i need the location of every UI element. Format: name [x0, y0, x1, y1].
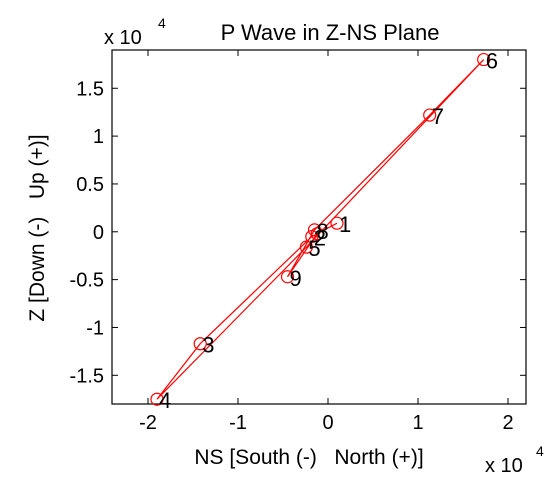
y-tick-label: 0.5 [76, 174, 104, 196]
chart-title: P Wave in Z-NS Plane [221, 20, 440, 45]
x-tick-label: 1 [412, 412, 423, 434]
data-point-marker [330, 216, 344, 230]
data-point-marker [477, 52, 491, 67]
point-labels: 12 3 4 5 6 7 89 [159, 49, 498, 414]
data-point-label: 3 [202, 333, 214, 358]
x-tick-label: 2 [502, 412, 513, 434]
data-point-marker [150, 392, 164, 406]
y-axis-label: Z [Down (-) Up (+)] [26, 134, 49, 321]
x-tick-label: -2 [139, 412, 157, 434]
y-tick-label: 0 [93, 222, 104, 244]
data-point-label: 1 [339, 212, 351, 237]
data-point-label: 5 [308, 236, 320, 261]
x-tick-label: 0 [322, 412, 333, 434]
data-point-marker [299, 240, 313, 254]
y-tick-label: 1.5 [76, 78, 104, 100]
x-tick-label: -1 [229, 412, 247, 434]
y-exponent-power: 4 [158, 15, 166, 31]
data-point-label: 8 [317, 219, 329, 244]
y-axis-ticks: -1.5 -1 -0.5 0 0.5 1 1.5 [70, 78, 526, 387]
data-point-label: 2 [314, 226, 326, 251]
plot-frame [111, 49, 527, 405]
y-exponent-label: x 10 [104, 27, 142, 49]
data-point-marker [423, 108, 437, 122]
series-line [156, 59, 485, 400]
y-tick-label: -1.5 [70, 365, 104, 387]
data-point-label: 7 [432, 104, 444, 129]
x-exponent-label: x 10 [485, 455, 523, 477]
x-axis-label: NS [South (-) North (+)] [194, 446, 423, 469]
data-point-marker [193, 337, 207, 351]
data-markers [150, 52, 491, 406]
y-tick-label: 1 [93, 126, 104, 148]
y-tick-label: -0.5 [70, 270, 104, 292]
data-point-label: 9 [290, 266, 302, 291]
data-point-marker [310, 227, 324, 241]
x-axis-ticks: -2 -1 0 1 2 [139, 50, 514, 434]
data-point-label: 6 [486, 49, 498, 74]
x-exponent-power: 4 [536, 443, 544, 459]
data-point-marker [280, 270, 295, 284]
y-tick-label: -1 [86, 317, 104, 339]
data-point-marker [307, 223, 322, 237]
data-point-label: 4 [159, 388, 171, 413]
